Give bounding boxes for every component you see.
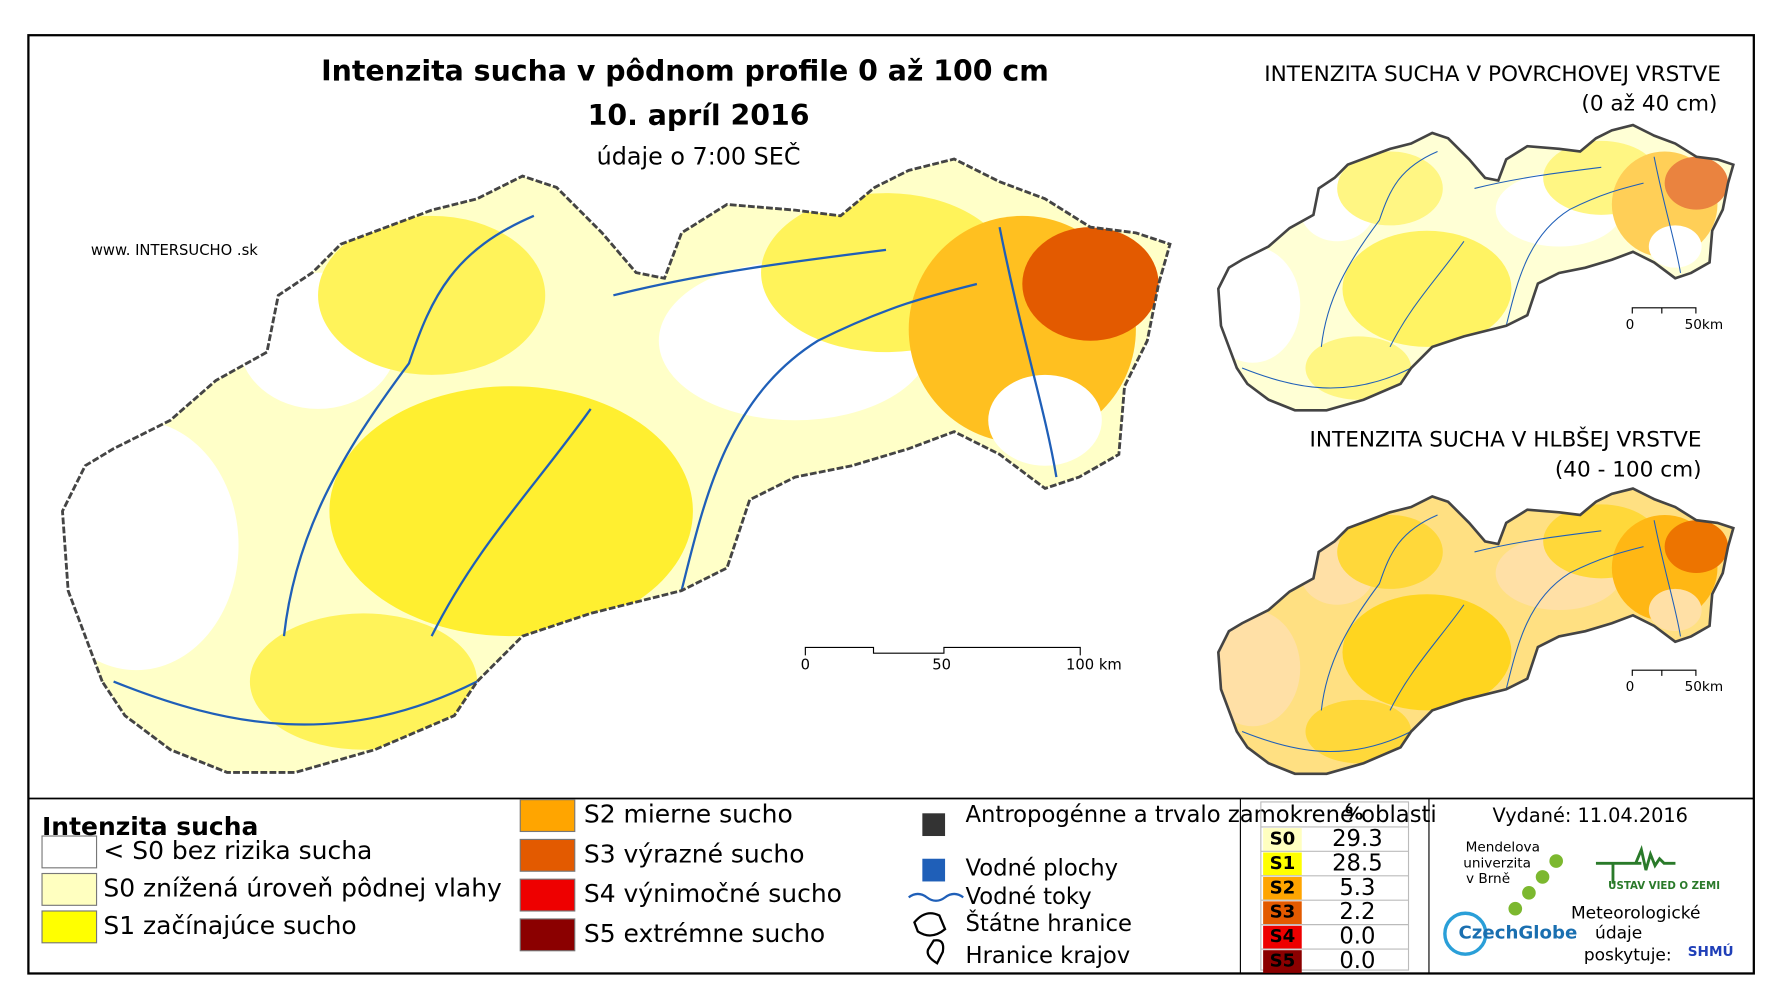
stats-code: S0 — [1270, 828, 1296, 849]
symbol-label: Štátne hranice — [966, 909, 1132, 937]
stats-code: S5 — [1270, 951, 1296, 972]
logo-text: ÚSTAV VIED O ZEMI — [1608, 879, 1720, 892]
logo-text: SHMÚ — [1688, 942, 1734, 960]
legend-label: S1 začínajúce sucho — [103, 911, 356, 940]
stats-table — [1260, 801, 1410, 971]
legend-swatch — [519, 918, 576, 952]
website: www. INTERSUCHO .sk — [91, 242, 258, 259]
stats-value: 0.0 — [1339, 924, 1375, 950]
legend-label: S5 extrémne sucho — [584, 919, 825, 948]
legend-label: S0 znížená úroveň pôdnej vlahy — [103, 873, 502, 902]
scale-label: 50 — [932, 657, 951, 674]
stats-code: S2 — [1270, 877, 1296, 898]
legend-swatch — [41, 835, 98, 869]
legend-swatch — [519, 838, 576, 872]
legend-label: S3 výrazné sucho — [584, 839, 805, 868]
stats-header: % — [1345, 803, 1363, 824]
stats-value: 5.3 — [1339, 875, 1375, 901]
inset-title: INTENZITA SUCHA V POVRCHOVEJ VRSTVE — [1264, 62, 1721, 87]
date: 10. apríl 2016 — [588, 99, 810, 132]
stats-value: 28.5 — [1332, 850, 1383, 876]
symbol-label: Vodné plochy — [966, 855, 1119, 881]
logo-text: Mendelova — [1466, 839, 1540, 855]
stats-code: S3 — [1270, 902, 1296, 923]
title: Intenzita sucha v pôdnom profile 0 až 10… — [321, 55, 1049, 88]
scale-label: 0 — [1626, 679, 1635, 695]
legend-label: < S0 bez rizika sucha — [103, 836, 372, 865]
provider-text: poskytuje: — [1584, 945, 1672, 965]
scale-label: 50km — [1685, 317, 1724, 333]
scale-label: 100 km — [1066, 657, 1122, 674]
provider-text: Meteorologické — [1571, 903, 1700, 923]
legend-label: S4 výnimočné sucho — [584, 879, 842, 908]
legend-swatch — [519, 878, 576, 912]
inset-subtitle: (0 až 40 cm) — [1581, 92, 1717, 117]
stats-value: 29.3 — [1332, 826, 1383, 852]
stats-code-cell — [1263, 852, 1302, 876]
legend-swatch — [519, 799, 576, 833]
issued: Vydané: 11.04.2016 — [1493, 804, 1688, 827]
stats-value: 0.0 — [1339, 948, 1375, 974]
stats-code-cell — [1263, 950, 1302, 973]
provider-text: údaje — [1595, 924, 1642, 944]
stats-code-cell — [1263, 901, 1302, 925]
time-note: údaje o 7:00 SEČ — [597, 142, 801, 170]
stats-code: S1 — [1270, 853, 1296, 874]
legend-swatch — [41, 910, 98, 944]
stats-code: S4 — [1270, 926, 1296, 947]
stats-code-cell — [1263, 876, 1302, 900]
symbol-label: Vodné toky — [966, 884, 1092, 910]
stats-code-cell — [1263, 925, 1302, 949]
logo-text: CzechGlobe — [1458, 923, 1577, 944]
inset-subtitle: (40 - 100 cm) — [1555, 457, 1702, 482]
symbol-label: Hranice krajov — [966, 943, 1131, 969]
scale-label: 0 — [801, 657, 810, 674]
symbol-label: Antropogénne a trvalo zamokrené oblasti — [966, 802, 1437, 828]
stats-value: 2.2 — [1339, 899, 1375, 925]
legend-label: S2 mierne sucho — [584, 800, 793, 829]
legend-swatch — [41, 872, 98, 906]
scale-label: 0 — [1626, 317, 1635, 333]
scale-label: 50km — [1685, 679, 1724, 695]
logo-text: univerzita — [1463, 855, 1531, 871]
stats-code-cell — [1263, 828, 1302, 851]
logo-text: v Brně — [1466, 871, 1510, 887]
inset-title: INTENZITA SUCHA V HLBŠEJ VRSTVE — [1310, 427, 1702, 453]
